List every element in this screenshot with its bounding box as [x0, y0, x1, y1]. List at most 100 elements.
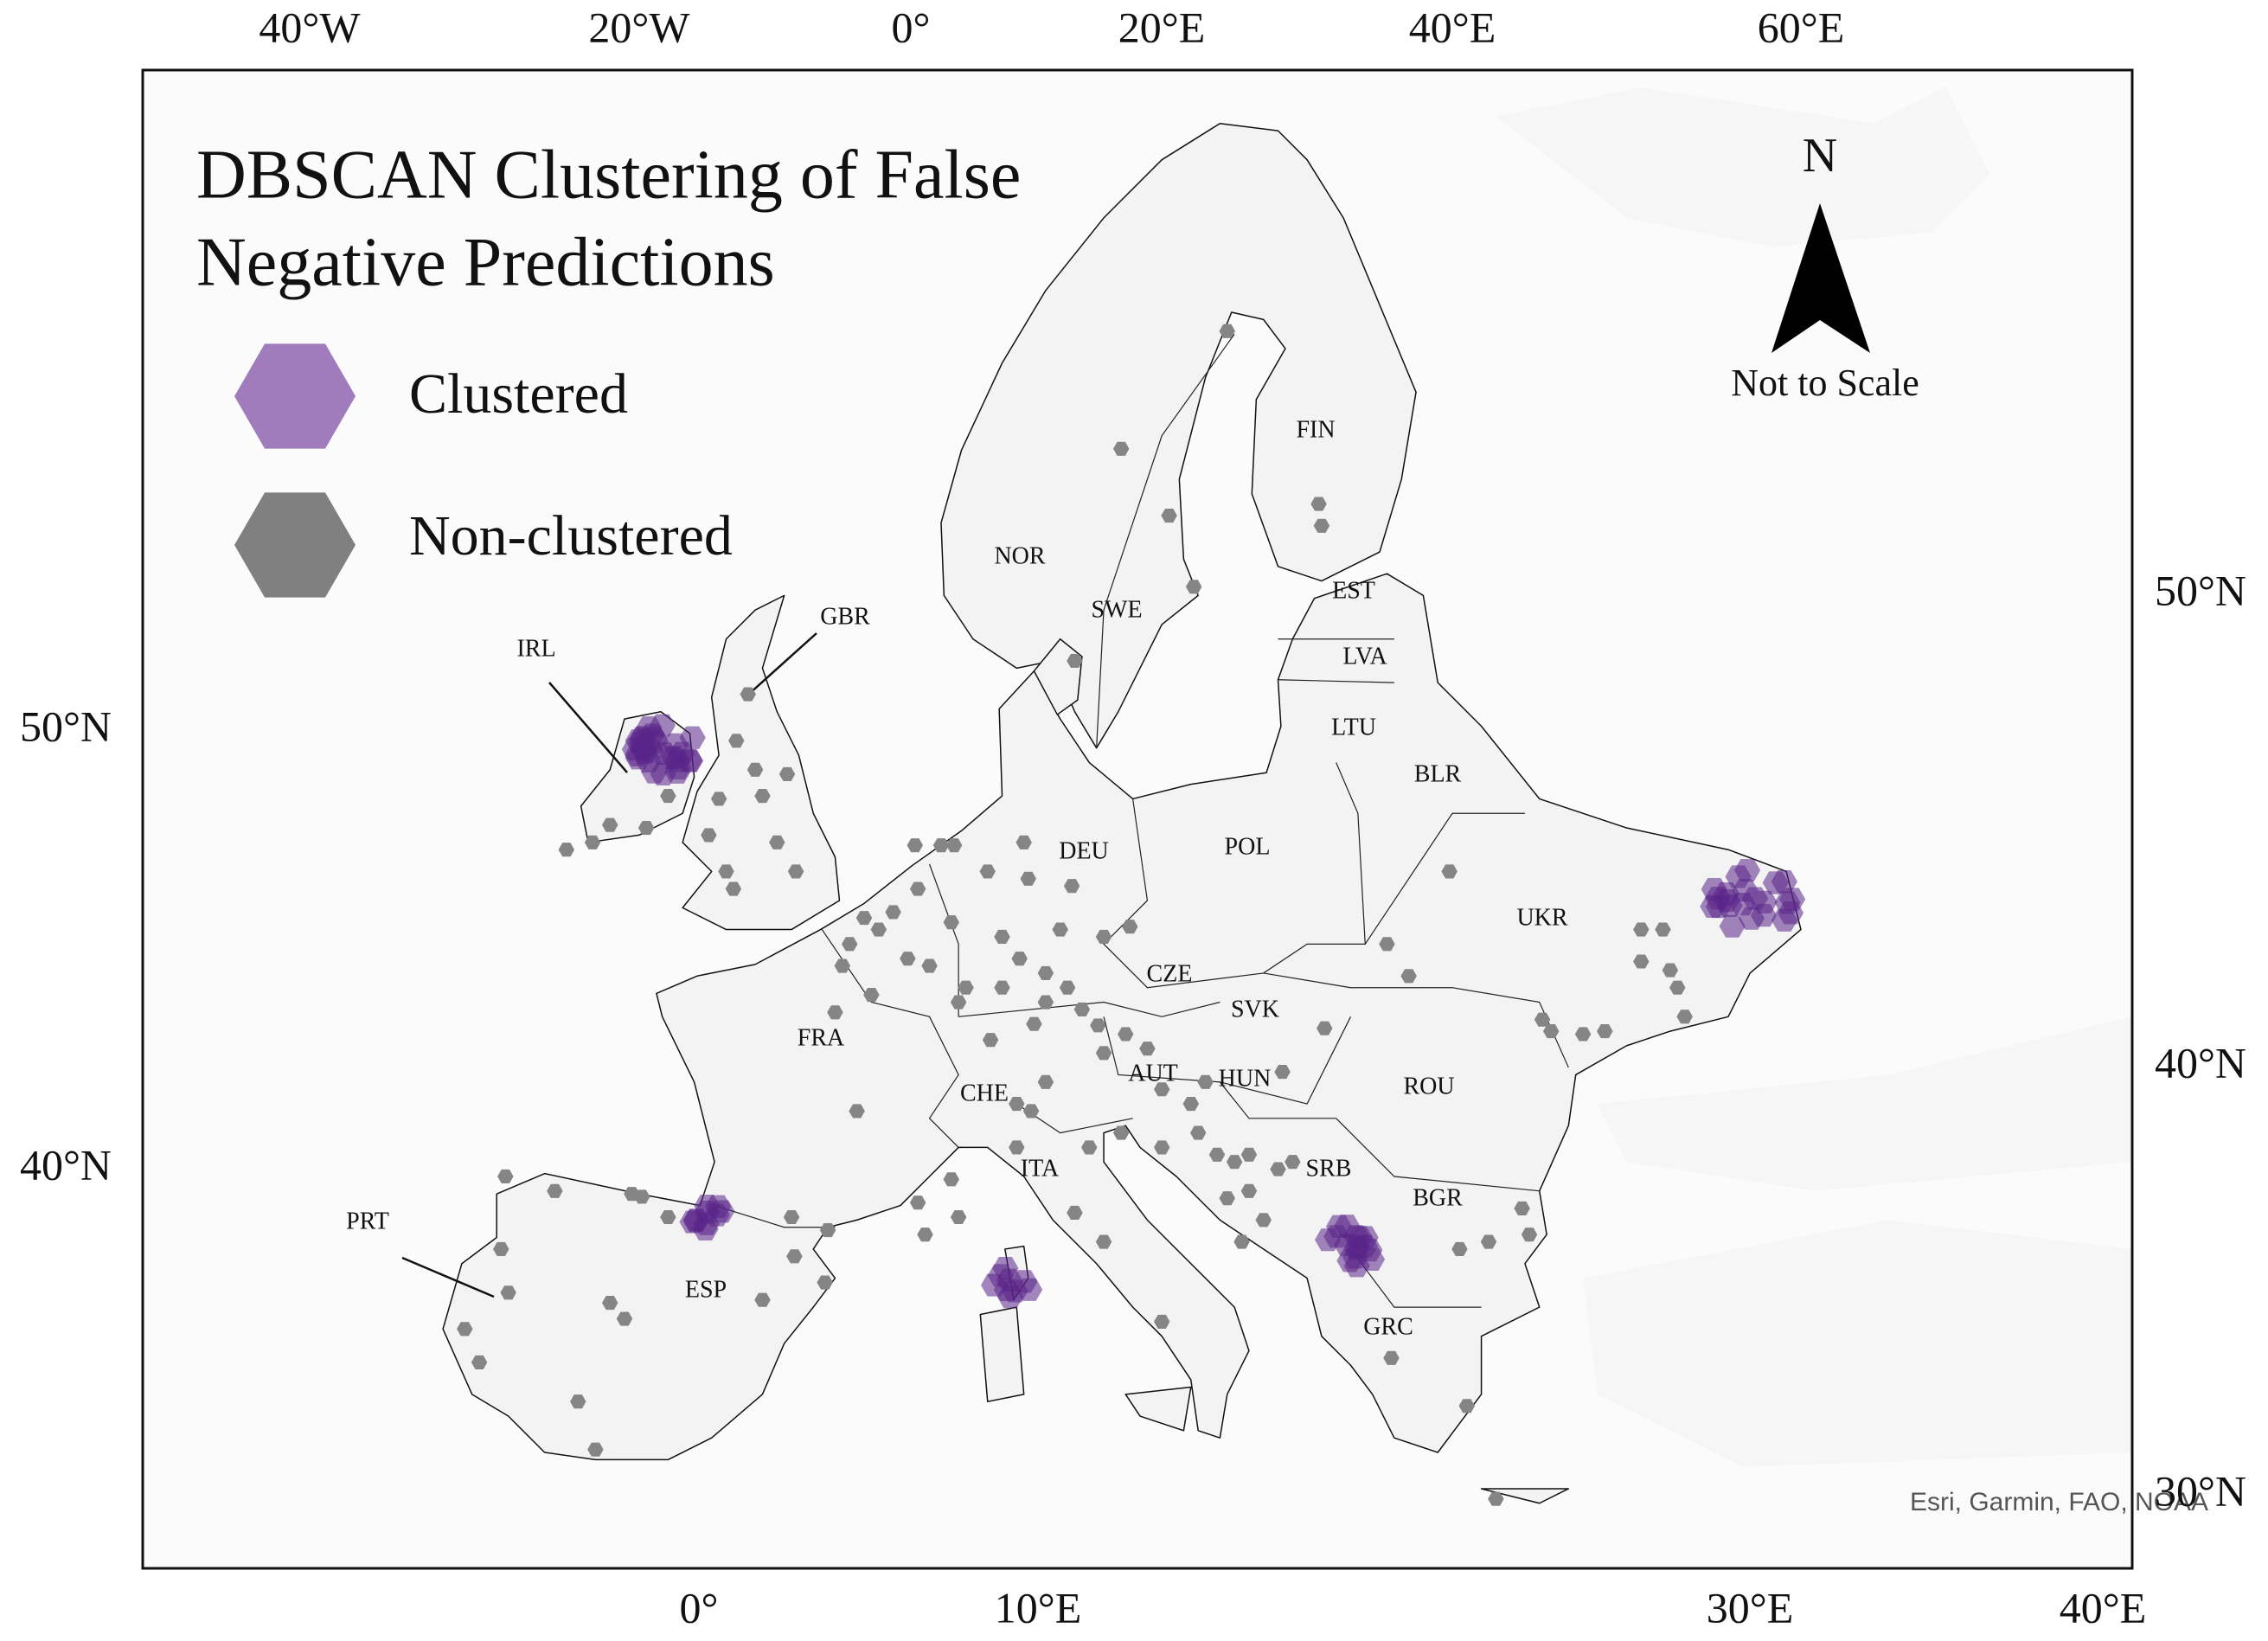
non-clustered-point	[1009, 1140, 1025, 1155]
non-clustered-point	[1488, 1491, 1504, 1506]
non-clustered-point	[457, 1322, 473, 1337]
clustered-point	[1750, 904, 1778, 927]
non-clustered-point	[1063, 879, 1080, 894]
graticule-label: 10°E	[995, 1583, 1082, 1631]
non-clustered-point	[1285, 1155, 1301, 1170]
non-clustered-point	[787, 864, 804, 879]
non-clustered-point	[943, 915, 959, 930]
clustered-point	[1762, 871, 1789, 894]
country-label: SWE	[1091, 596, 1142, 623]
country-label: FIN	[1296, 416, 1335, 443]
country-label: POL	[1225, 833, 1271, 860]
country-label: EST	[1332, 577, 1375, 604]
basemap	[443, 87, 2132, 1503]
legend-symbol	[234, 492, 356, 598]
non-clustered-point	[500, 1285, 516, 1300]
country-label: NOR	[994, 542, 1045, 569]
graticule-label: 30°N	[2155, 1466, 2246, 1515]
non-clustered-point	[841, 937, 858, 952]
points	[457, 324, 1806, 1506]
clustered-point	[1342, 1246, 1369, 1269]
non-clustered-point	[1112, 1125, 1130, 1140]
non-clustered-point	[740, 687, 756, 702]
country-label: BGR	[1413, 1184, 1463, 1211]
non-clustered-point	[725, 881, 742, 896]
non-clustered-point	[1095, 1234, 1112, 1249]
non-clustered-point	[660, 789, 676, 804]
non-clustered-point	[994, 980, 1010, 995]
non-clustered-point	[1383, 1350, 1400, 1365]
non-clustered-point	[1122, 920, 1138, 934]
non-clustered-point	[1095, 929, 1112, 945]
non-clustered-point	[1400, 969, 1417, 984]
non-clustered-point	[900, 952, 916, 966]
non-clustered-point	[1441, 864, 1458, 879]
non-clustered-point	[945, 838, 963, 853]
leader-line	[548, 682, 628, 773]
non-clustered-point	[943, 1172, 959, 1187]
non-clustered-point	[786, 1249, 803, 1264]
country-label: ESP	[685, 1276, 727, 1303]
clustered-point	[1342, 1225, 1370, 1248]
basemap-land	[1496, 87, 2132, 1467]
map-frame	[141, 68, 2134, 1570]
non-clustered-point	[497, 1169, 514, 1184]
non-clustered-point	[1208, 1147, 1226, 1162]
non-clustered-point	[1514, 1201, 1530, 1215]
non-clustered-point	[1182, 1096, 1200, 1112]
non-clustered-point	[1534, 1012, 1551, 1027]
non-clustered-point	[471, 1355, 488, 1369]
attribution: Esri, Garmin, FAO, NOAA	[1910, 1488, 2208, 1516]
graticule-label: 0°	[892, 3, 931, 51]
non-clustered-point	[783, 1209, 800, 1225]
scale-note: Not to Scale	[1731, 362, 1919, 404]
country-label: GBR	[820, 603, 870, 630]
non-clustered-point	[1189, 1125, 1207, 1140]
clustered-point	[1015, 1278, 1043, 1301]
leader-lines	[401, 632, 817, 1298]
graticule-label: 50°N	[2155, 566, 2246, 614]
non-clustered-point	[1226, 1155, 1243, 1170]
non-clustered-point	[1676, 1010, 1693, 1024]
clustered-point	[1719, 914, 1746, 938]
non-clustered-point	[817, 1275, 833, 1290]
non-clustered-point	[950, 995, 967, 1010]
non-clustered-point	[754, 1292, 771, 1307]
graticule-label: 20°E	[1118, 3, 1206, 51]
non-clustered-point	[1233, 1234, 1250, 1249]
graticule-label: 40°N	[2155, 1038, 2246, 1087]
non-clustered-point	[1458, 1399, 1476, 1413]
clustered-point	[1774, 891, 1801, 914]
non-clustered-point	[601, 817, 618, 832]
non-clustered-point	[1153, 1314, 1170, 1329]
non-clustered-point	[1655, 922, 1671, 937]
clustered-point	[996, 1285, 1024, 1309]
graticule-label: 30°E	[1707, 1583, 1794, 1631]
non-clustered-point	[493, 1241, 509, 1256]
non-clustered-point	[547, 1183, 563, 1198]
country-label: ROU	[1403, 1073, 1454, 1099]
graticule-label: 40°N	[20, 1140, 112, 1189]
non-clustered-point	[1090, 1018, 1106, 1033]
non-clustered-point	[834, 958, 851, 973]
clustered-point	[636, 716, 663, 740]
non-clustered-point	[1112, 441, 1130, 456]
non-clustered-point	[1153, 1082, 1170, 1097]
country-label: ITA	[1021, 1155, 1060, 1182]
non-clustered-point	[932, 838, 950, 853]
non-clustered-point	[1015, 835, 1032, 849]
north-arrow	[1771, 203, 1870, 353]
non-clustered-point	[1317, 1021, 1333, 1035]
country-label: BLR	[1414, 760, 1462, 787]
non-clustered-point	[718, 864, 734, 879]
country-label: CHE	[960, 1080, 1009, 1106]
clustered-point	[980, 1273, 1008, 1297]
non-clustered-point	[1542, 1024, 1560, 1039]
scandinavia	[941, 124, 1416, 748]
clustered-point	[1704, 887, 1732, 910]
non-clustered-point	[819, 1223, 836, 1238]
clustered-point	[694, 1194, 721, 1218]
non-clustered-point	[1633, 954, 1650, 969]
non-clustered-point	[1059, 980, 1076, 995]
